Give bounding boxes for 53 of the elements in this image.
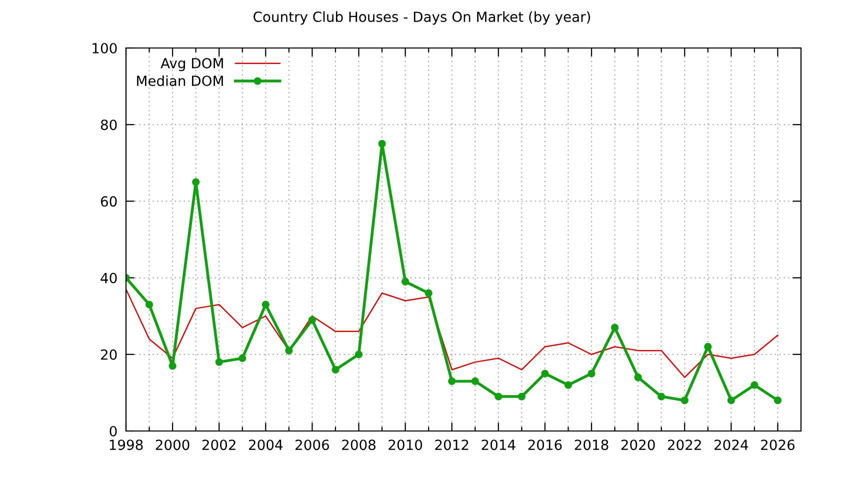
- x-tick-label: 2010: [388, 440, 422, 450]
- point: [401, 278, 410, 286]
- y-tick-label: 40: [100, 272, 117, 284]
- point: [634, 374, 642, 382]
- point: [354, 350, 363, 358]
- point: [378, 140, 386, 148]
- point: [168, 362, 176, 370]
- x-tick-label: 2016: [528, 440, 562, 450]
- point: [238, 354, 246, 362]
- x-tick-label: 2022: [668, 440, 701, 450]
- point: [285, 346, 293, 354]
- point: [494, 392, 502, 400]
- point: [262, 300, 270, 308]
- chart-title: Country Club Houses - Days On Market (by year): [254, 11, 590, 25]
- point: [564, 381, 572, 389]
- x-tick-label: 2002: [202, 440, 236, 450]
- x-tick-label: 1998: [110, 440, 143, 450]
- point: [308, 316, 316, 324]
- point: [215, 358, 223, 366]
- y-tick-label: 0: [110, 426, 117, 436]
- x-tick-label: 2006: [296, 440, 330, 450]
- point: [610, 324, 619, 332]
- y-tick-label: 20: [101, 349, 117, 360]
- x-tick-label: 2020: [621, 440, 655, 450]
- x-tick-label: 2024: [714, 440, 748, 450]
- legend-label: Avg DOM: [160, 58, 223, 72]
- point: [518, 392, 526, 400]
- point: [588, 370, 596, 378]
- y-tick-label: 60: [100, 196, 117, 207]
- point: [192, 178, 200, 186]
- x-tick-label: 2000: [156, 440, 190, 450]
- point: [471, 377, 479, 386]
- point: [541, 370, 549, 378]
- point: [448, 377, 456, 386]
- legend-label: Median DOM: [137, 75, 223, 86]
- point: [680, 396, 688, 404]
- point: [750, 381, 758, 389]
- x-tick-label: 2018: [574, 440, 608, 450]
- point: [332, 366, 340, 374]
- x-tick-label: 2008: [342, 440, 376, 450]
- point: [424, 289, 432, 297]
- x-tick-label: 2012: [435, 440, 468, 450]
- x-tick-label: 2014: [482, 440, 516, 450]
- x-tick-label: 2004: [249, 440, 283, 450]
- point: [727, 396, 735, 404]
- y-tick-label: 80: [100, 120, 117, 130]
- point: [704, 342, 712, 351]
- point: [774, 396, 782, 404]
- point: [145, 300, 154, 308]
- y-tick-label: 100: [92, 42, 117, 54]
- line-series: [126, 288, 778, 378]
- x-tick-label: 2026: [761, 440, 795, 450]
- point: [658, 392, 666, 400]
